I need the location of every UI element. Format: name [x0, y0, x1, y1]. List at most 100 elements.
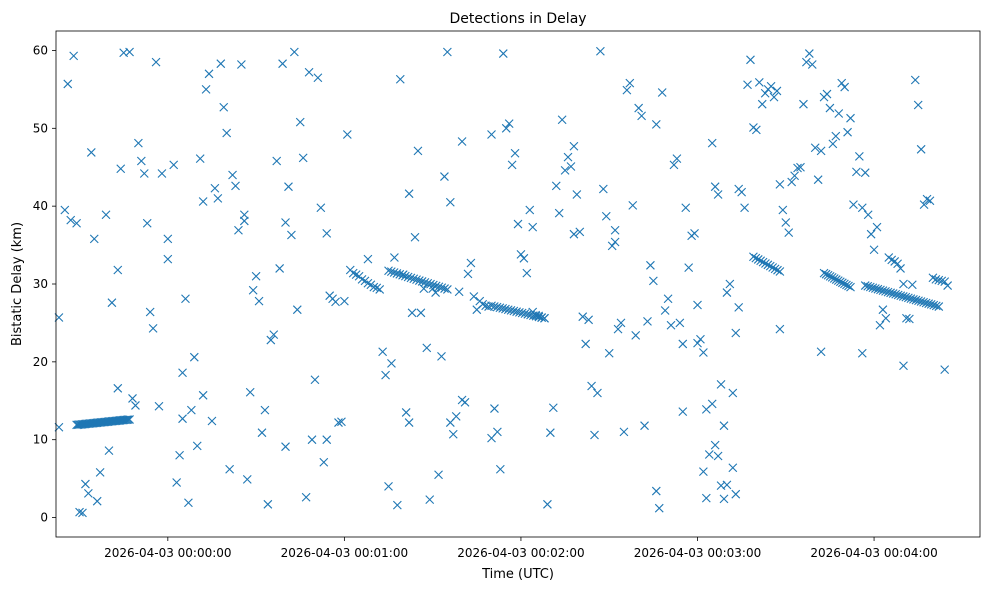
- data-point: [678, 339, 688, 349]
- data-point: [663, 294, 673, 304]
- data-point: [342, 130, 352, 139]
- data-point: [825, 103, 835, 113]
- data-point: [781, 218, 791, 227]
- data-point: [934, 275, 944, 285]
- data-point: [384, 482, 393, 491]
- data-point: [707, 138, 717, 148]
- data-point: [598, 184, 608, 194]
- data-point: [531, 310, 541, 320]
- data-point: [896, 264, 905, 273]
- data-point: [731, 328, 741, 338]
- data-point: [242, 475, 252, 484]
- data-point: [575, 227, 585, 237]
- data-point: [610, 237, 620, 247]
- y-axis-label: Bistatic Delay (km): [10, 222, 25, 346]
- data-point: [516, 250, 526, 259]
- data-point: [481, 301, 491, 311]
- data-point: [637, 111, 646, 121]
- data-point: [457, 395, 467, 405]
- data-point: [619, 427, 629, 437]
- data-point: [669, 160, 679, 170]
- y-axis-ticks: 0 10 20 30 40 50 60: [33, 43, 56, 525]
- data-point: [478, 299, 488, 309]
- track-point: [768, 263, 778, 272]
- track-point: [819, 268, 829, 278]
- data-point: [169, 160, 179, 170]
- data-point: [849, 200, 858, 209]
- data-point: [790, 171, 800, 181]
- y-tick-label: 60: [33, 43, 48, 57]
- data-point: [696, 334, 705, 344]
- data-point: [913, 100, 923, 110]
- data-point: [799, 99, 808, 109]
- track-point: [921, 298, 931, 308]
- plot-frame: [55, 30, 981, 538]
- data-point: [881, 313, 891, 323]
- data-point: [787, 177, 797, 187]
- data-point: [178, 368, 187, 378]
- track-point: [503, 305, 513, 315]
- track-point: [403, 272, 413, 282]
- data-point: [248, 285, 258, 295]
- data-point: [701, 493, 711, 503]
- data-point: [83, 489, 93, 498]
- data-point: [537, 313, 546, 322]
- track-point: [434, 282, 444, 292]
- data-point: [448, 429, 458, 439]
- data-point: [678, 407, 688, 417]
- data-point: [510, 148, 520, 158]
- data-point: [301, 492, 311, 502]
- data-point: [419, 284, 429, 294]
- data-point: [113, 383, 123, 393]
- data-point: [75, 507, 84, 517]
- track-point: [827, 273, 837, 282]
- data-point: [413, 146, 423, 156]
- track-point: [931, 301, 941, 311]
- track-point: [509, 306, 519, 316]
- data-point: [216, 59, 226, 69]
- track-point: [878, 286, 888, 296]
- data-point: [672, 154, 682, 164]
- data-point: [398, 270, 408, 280]
- data-point: [189, 352, 199, 362]
- data-point: [578, 312, 588, 322]
- track-point: [909, 294, 918, 304]
- data-point: [198, 197, 208, 206]
- data-point: [428, 284, 438, 294]
- data-point: [163, 254, 173, 264]
- data-point: [395, 74, 405, 84]
- data-point: [63, 79, 73, 89]
- data-point: [404, 189, 414, 199]
- data-point: [607, 241, 617, 251]
- data-point: [410, 232, 420, 242]
- data-point: [563, 152, 573, 162]
- track-point: [906, 294, 916, 303]
- data-point: [201, 84, 211, 94]
- data-point: [257, 428, 267, 438]
- track-point: [758, 257, 768, 267]
- data-point: [643, 316, 652, 326]
- track-point: [121, 415, 130, 425]
- data-point: [231, 181, 240, 191]
- data-point: [457, 137, 467, 146]
- data-point: [351, 270, 361, 280]
- track-point: [756, 256, 766, 266]
- track-point: [515, 307, 524, 317]
- data-point: [125, 47, 134, 57]
- track-point: [873, 284, 883, 294]
- data-point: [801, 57, 811, 67]
- track-point: [840, 279, 849, 289]
- data-point: [804, 49, 814, 58]
- track-point: [417, 277, 427, 286]
- track-point: [829, 274, 839, 283]
- track-point: [863, 281, 873, 291]
- data-point: [940, 277, 950, 287]
- data-point: [490, 404, 499, 413]
- data-point: [422, 343, 432, 353]
- data-point: [184, 498, 193, 508]
- data-point: [104, 446, 114, 455]
- data-point: [207, 416, 217, 426]
- data-point: [828, 139, 838, 149]
